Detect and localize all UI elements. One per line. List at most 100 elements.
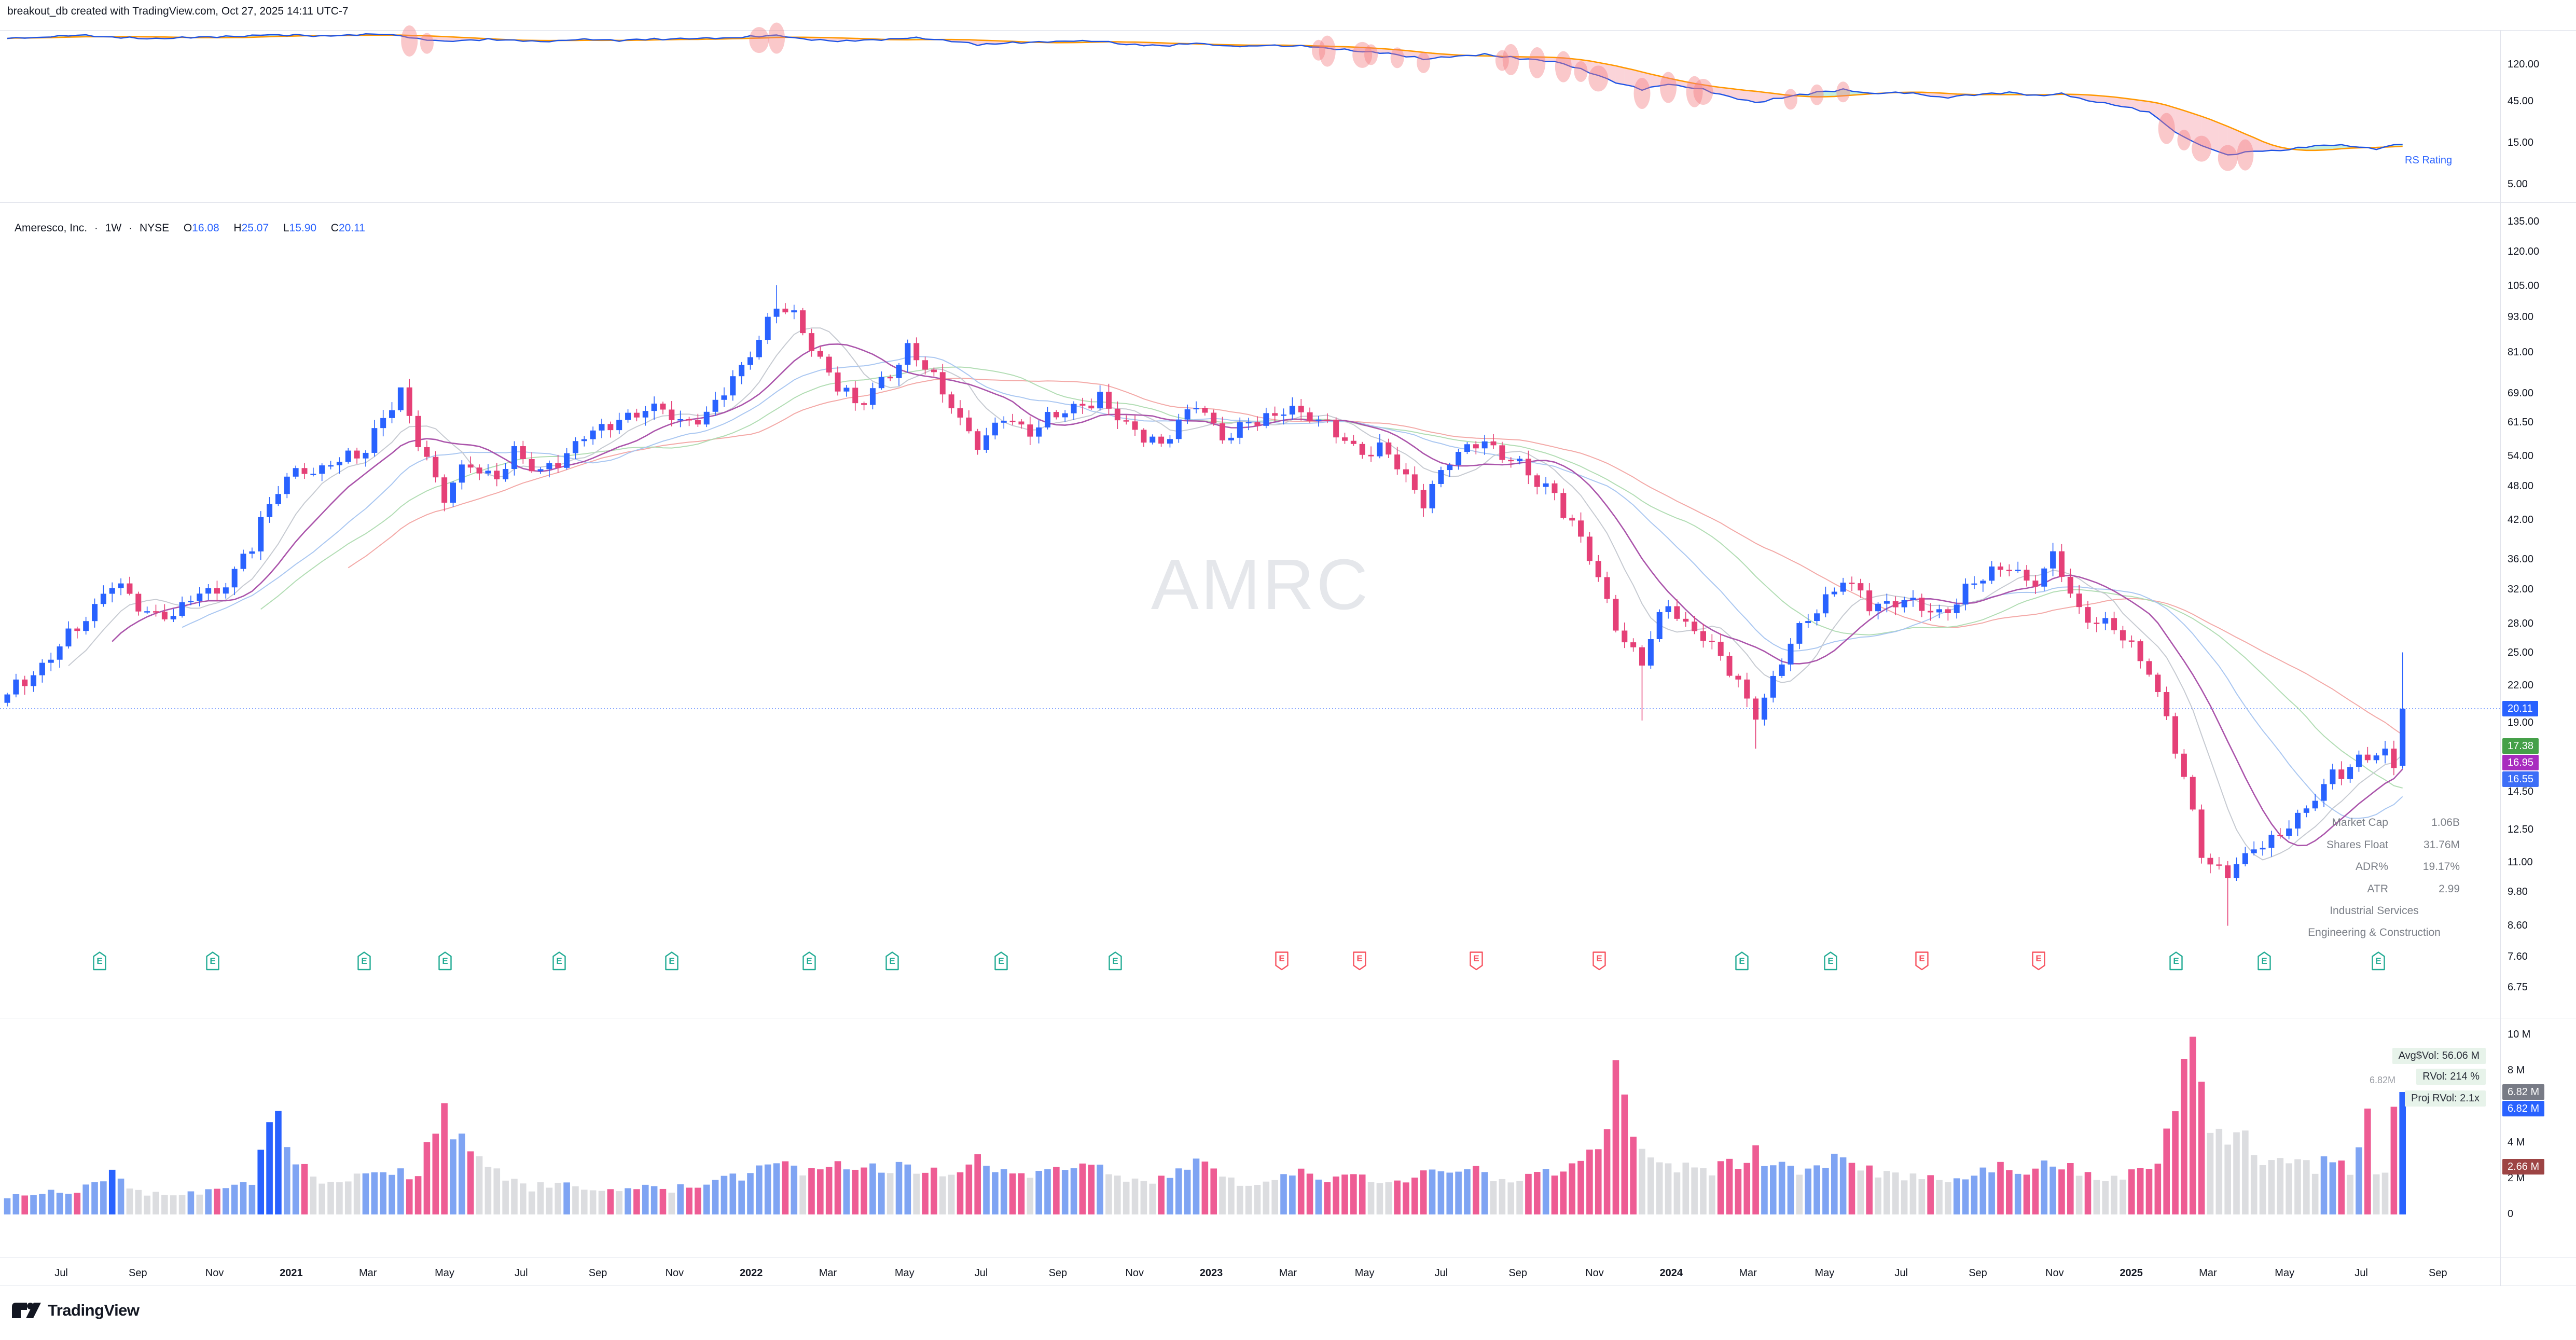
volume-bar [1962, 1179, 1969, 1214]
candle-body [2338, 769, 2345, 779]
candle-body [1665, 606, 1671, 612]
volume-bar [1953, 1178, 1960, 1214]
candle-body [1770, 675, 1776, 698]
candle-body [197, 593, 203, 601]
candle-body [1429, 483, 1435, 508]
candle-body [791, 310, 797, 313]
volume-bar [1184, 1169, 1191, 1214]
candle-body [669, 409, 675, 420]
candle-body [1647, 639, 1654, 666]
candle-body [1228, 437, 1234, 440]
volume-bar [1429, 1169, 1436, 1214]
candle-body [2382, 749, 2388, 756]
volume-bar [2381, 1172, 2389, 1214]
rs-fill-segment [418, 35, 427, 40]
volume-bar [1455, 1171, 1462, 1214]
volume-bar [248, 1184, 256, 1214]
candle-body [459, 464, 465, 483]
candle-body [310, 474, 316, 475]
candle-body [1307, 412, 1313, 421]
rs-weakness-bubble [1555, 51, 1572, 82]
volume-bar [2006, 1170, 2013, 1214]
candle-body [2058, 551, 2065, 577]
volume-bar [843, 1169, 850, 1214]
rs-fill-segment [426, 36, 436, 40]
candle-body [581, 439, 587, 441]
candle-body [1220, 423, 1226, 440]
rs-fill-segment [1563, 58, 1572, 67]
candle-body [1342, 437, 1348, 441]
candle-body [74, 628, 80, 631]
candle-body [721, 395, 727, 400]
candle-body [939, 372, 946, 395]
candle-body [1447, 465, 1453, 471]
volume-bar [1673, 1172, 1681, 1214]
volume-bar [1848, 1163, 1855, 1214]
rs-fill-segment [1607, 64, 1616, 84]
candle-body [1761, 697, 1767, 720]
volume-bar [1831, 1153, 1838, 1214]
candle-body [1866, 590, 1873, 612]
candle-body [205, 588, 212, 594]
volume-bar [983, 1166, 990, 1214]
volume-bar [1778, 1162, 1785, 1214]
volume-bar [1158, 1176, 1165, 1214]
candle-body [2364, 754, 2371, 761]
candle-body [625, 412, 631, 420]
volume-bar [2084, 1172, 2092, 1214]
candle-body [896, 365, 902, 378]
volume-bar [493, 1168, 501, 1214]
volume-bar [1341, 1175, 1348, 1214]
candle-body [433, 457, 439, 478]
volume-bar [47, 1190, 54, 1214]
candle-body [2207, 858, 2213, 865]
candle-body [450, 482, 456, 503]
candle-body [1744, 679, 1750, 699]
candle-body [1928, 611, 1934, 613]
volume-bar [12, 1194, 20, 1214]
volume-bar [2172, 1111, 2179, 1214]
candle-body [1359, 444, 1365, 455]
candle-body [441, 477, 448, 503]
volume-bar [2198, 1082, 2205, 1214]
rs-fill-segment [1406, 50, 1415, 57]
rs-fill-segment [2149, 101, 2158, 118]
candle-body [1595, 561, 1601, 577]
candle-body [887, 377, 893, 379]
volume-bar [178, 1195, 186, 1214]
volume-bar [1892, 1172, 1899, 1214]
rs-fill-segment [1546, 57, 1555, 62]
rs-fill-segment [977, 40, 987, 46]
volume-bar [1167, 1178, 1173, 1214]
volume-bar [1603, 1129, 1611, 1214]
rs-fill-segment [1572, 59, 1581, 68]
candle-body [2137, 641, 2143, 661]
volume-bar [1105, 1174, 1112, 1214]
volume-bar [2058, 1169, 2065, 1214]
candle-body [2190, 777, 2196, 810]
volume-bar [2215, 1128, 2223, 1214]
candle-body [485, 471, 491, 474]
candle-body [1586, 536, 1592, 561]
candle-body [1053, 412, 1059, 418]
frame-top-line [0, 30, 2576, 31]
candle-body [1639, 647, 1645, 666]
candle-body [1962, 584, 1969, 605]
rs-fill-segment [2245, 134, 2254, 152]
candle-body [1403, 469, 1409, 475]
volume-bar [91, 1182, 98, 1214]
candle-body [1805, 621, 1811, 624]
rs-fill-segment [2088, 94, 2097, 103]
candle-body [756, 340, 762, 357]
rs-fill-segment [2096, 95, 2106, 103]
candle-body [712, 399, 718, 412]
candle-body [869, 388, 876, 405]
volume-bar [56, 1193, 63, 1214]
volume-bar [2294, 1159, 2301, 1214]
rs-weakness-bubble [1417, 52, 1431, 73]
candle-body [2006, 570, 2012, 571]
volume-bar [240, 1182, 247, 1214]
candle-body [57, 646, 63, 660]
candle-body [564, 453, 570, 468]
